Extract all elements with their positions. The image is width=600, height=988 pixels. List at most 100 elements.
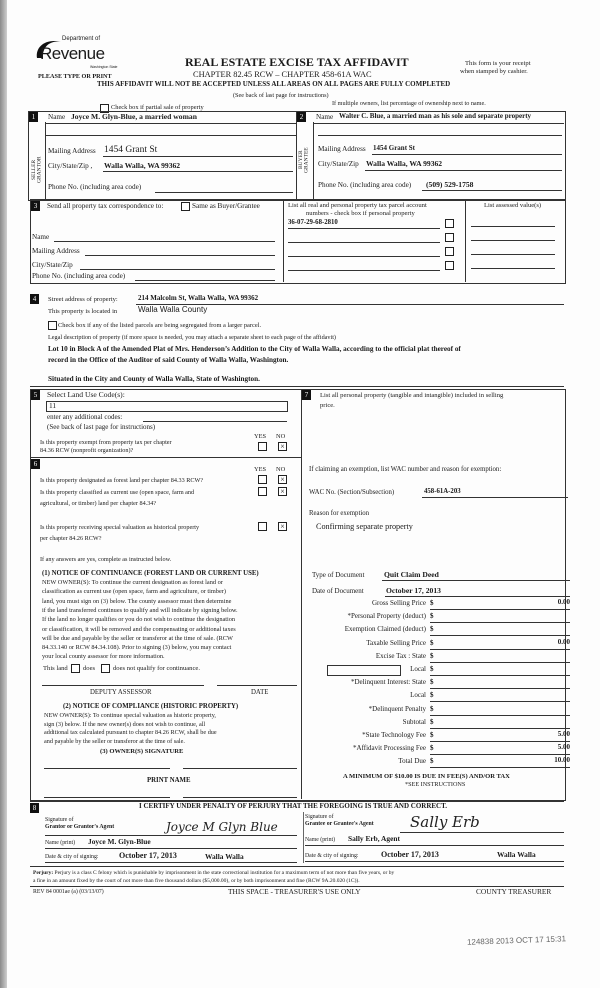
buyer-phone[interactable]: (509) 529-1758 xyxy=(426,180,474,189)
divider xyxy=(30,866,564,867)
divider xyxy=(283,199,284,282)
see-instructions: *SEE INSTRUCTIONS xyxy=(405,781,466,788)
grantee-name[interactable]: Sally Erb, Agent xyxy=(348,834,400,843)
grantee-signature: Sally Erb xyxy=(410,813,480,831)
line xyxy=(365,170,562,171)
grantor-name[interactable]: Joyce M. Glyn-Blue xyxy=(88,837,151,846)
current-use-yes-checkbox[interactable] xyxy=(258,487,267,496)
fee-line xyxy=(430,754,570,756)
grantor-date[interactable]: October 17, 2013 xyxy=(119,851,177,860)
current-use-question-1: Is this property classified as current u… xyxy=(40,489,195,496)
grantor-signature-line[interactable] xyxy=(45,835,297,836)
perjury-line-2: a fine in an amount fixed by the court o… xyxy=(33,878,360,884)
deputy-assessor-line[interactable] xyxy=(42,685,204,686)
personal-property-checkbox[interactable] xyxy=(445,219,454,228)
legal-line-2: record in the Office of the Auditor of s… xyxy=(48,356,289,364)
segregated-checkbox[interactable] xyxy=(48,321,57,330)
currency-symbol: $ xyxy=(430,678,434,687)
s3-mailing-input[interactable] xyxy=(85,255,275,256)
seller-name[interactable]: Joyce M. Glyn-Blue, a married woman xyxy=(71,112,197,121)
s3-city-input[interactable] xyxy=(80,269,275,270)
seller-mailing[interactable]: 1454 Grant St xyxy=(104,145,158,155)
buyer-city[interactable]: Walla Walla, WA 99362 xyxy=(366,159,443,168)
line xyxy=(30,386,564,387)
date-line[interactable] xyxy=(217,685,297,686)
section-1-number: 1 xyxy=(29,112,38,122)
notice1-line: NEW OWNER(S): To continue the current de… xyxy=(42,579,223,586)
grantee-date[interactable]: October 17, 2013 xyxy=(381,850,439,859)
notice1-line: If the land no longer qualifies or you d… xyxy=(42,616,236,624)
parcel-number[interactable]: 36-07-29-68-2810 xyxy=(288,219,338,226)
grantor-city[interactable]: Walla Walla xyxy=(205,852,244,861)
reason-label: Reason for exemption xyxy=(309,510,370,517)
s3-phone-input[interactable] xyxy=(135,280,275,281)
seller-city[interactable]: Walla Walla, WA 99362 xyxy=(104,161,181,170)
personal-property-checkbox[interactable] xyxy=(445,247,454,256)
land-use-code-input[interactable] xyxy=(46,401,288,412)
fee-label: *Affidavit Processing Fee xyxy=(353,744,426,753)
notice1-line: land, you must sign on (3) below. The co… xyxy=(42,597,232,605)
doc-type[interactable]: Quit Claim Deed xyxy=(384,570,439,579)
exemption-label: If claiming an exemption, list WAC numbe… xyxy=(309,466,502,473)
currency-symbol: $ xyxy=(430,691,434,700)
currency-symbol: $ xyxy=(430,704,434,713)
print-name-line[interactable] xyxy=(44,797,170,798)
same-as-buyer-checkbox[interactable] xyxy=(181,202,190,211)
land-does-checkbox[interactable] xyxy=(71,664,80,673)
historic-no-checkbox[interactable]: × xyxy=(278,522,287,531)
grantee-city[interactable]: Walla Walla xyxy=(497,850,536,859)
grantee-signature-line[interactable] xyxy=(400,832,564,833)
s5-no: NO xyxy=(276,433,286,440)
forest-no-checkbox[interactable]: × xyxy=(278,475,287,484)
divider xyxy=(30,457,301,458)
legal-label: Legal description of property (if more s… xyxy=(48,334,336,341)
fee-value[interactable]: 10.00 xyxy=(554,756,570,765)
exempt-no-checkbox[interactable]: × xyxy=(278,442,287,451)
street-address[interactable]: 214 Malcolm St, Walla Walla, WA 99362 xyxy=(138,294,259,302)
personal-property-checkbox[interactable] xyxy=(445,233,454,242)
historic-yes-checkbox[interactable] xyxy=(258,522,267,531)
cashier-stamp: 124838 2013 OCT 17 15:31 xyxy=(466,934,567,947)
fee-value[interactable]: 0.00 xyxy=(557,637,570,646)
s3-name-input[interactable] xyxy=(54,241,275,242)
additional-codes-input[interactable] xyxy=(143,421,287,422)
notice2-line: sign (3) below. If the new owner(s) does… xyxy=(44,720,206,728)
current-use-no-checkbox[interactable]: × xyxy=(278,487,287,496)
section-5-number: 5 xyxy=(31,390,40,400)
county-treasurer: COUNTY TREASURER xyxy=(476,887,552,896)
wac-number[interactable]: 458-61A-203 xyxy=(424,488,461,495)
notice2-title: (2) NOTICE OF COMPLIANCE (HISTORIC PROPE… xyxy=(63,703,239,710)
fee-label: Gross Selling Price xyxy=(371,599,426,607)
owner-signature-line[interactable] xyxy=(183,768,297,769)
line xyxy=(422,190,562,191)
perjury-text-1: Perjury is a class C felony which is pun… xyxy=(54,870,395,876)
print-name-line[interactable] xyxy=(183,797,297,798)
buyer-name-label: Name xyxy=(316,113,334,121)
fee-value[interactable]: 0.00 xyxy=(557,598,570,606)
exempt-yes-checkbox[interactable] xyxy=(258,442,267,451)
buyer-mailing-label: Mailing Address xyxy=(318,145,366,153)
assessed-value-input[interactable] xyxy=(471,226,555,227)
buyer-mailing[interactable]: 1454 Grant St xyxy=(373,144,415,152)
fee-value[interactable]: 5.00 xyxy=(557,743,570,752)
assessed-value-input[interactable] xyxy=(471,254,555,255)
if-yes-note: If any answers are yes, complete as inst… xyxy=(40,556,172,563)
assessed-value-input[interactable] xyxy=(471,268,555,269)
county[interactable]: Walla Walla County xyxy=(138,305,208,314)
owner-signature-line[interactable] xyxy=(44,768,170,769)
assessed-value-input[interactable] xyxy=(471,240,555,241)
local-rate-input[interactable] xyxy=(327,665,401,676)
fee-value[interactable]: 5.00 xyxy=(557,730,570,738)
current-use-question-2: agricultural, or timber) land per chapte… xyxy=(40,500,157,507)
wac-label: WAC No. (Section/Subsection) xyxy=(309,489,395,496)
buyer-name[interactable]: Walter C. Blue, a married man as his sol… xyxy=(339,112,532,120)
personal-property-checkbox[interactable] xyxy=(445,261,454,270)
doc-date[interactable]: October 17, 2013 xyxy=(386,586,441,595)
currency-symbol: $ xyxy=(430,625,434,634)
fee-line xyxy=(430,741,570,742)
land-does-not-checkbox[interactable] xyxy=(101,664,110,673)
notice1-line: if the land transferred continues to qua… xyxy=(42,606,238,614)
exemption-reason[interactable]: Confirming separate property xyxy=(316,522,413,531)
forest-yes-checkbox[interactable] xyxy=(258,475,267,484)
partial-sale-checkbox[interactable] xyxy=(100,104,109,113)
